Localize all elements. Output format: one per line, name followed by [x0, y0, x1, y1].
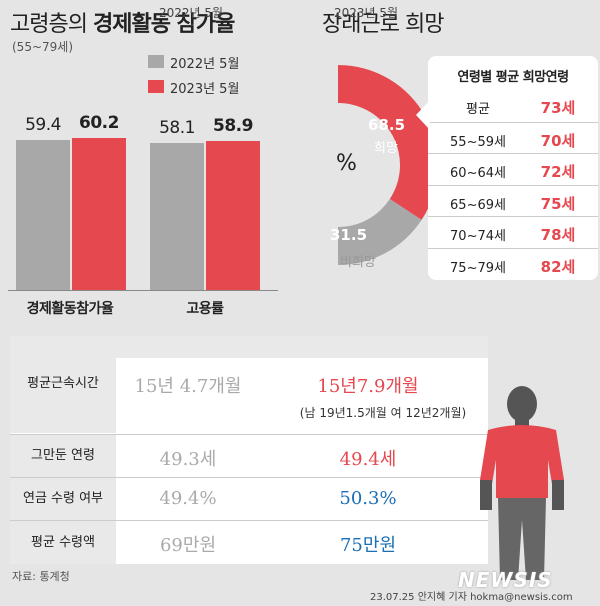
wish-row: 55~59세 70세: [428, 121, 598, 155]
wish-row: 75~79세 82세: [428, 247, 598, 281]
row-divider-3: [10, 520, 488, 521]
elderly-man-illustration: [480, 386, 564, 580]
row-label-amount: 평균 수령액: [10, 521, 116, 564]
bar-value-label: 60.2: [79, 113, 119, 133]
credit-text: 23.07.25 안지혜 기자 hokma@newsis.com: [370, 592, 573, 603]
category-label-1: 고용률: [186, 301, 224, 317]
category-label-0: 경제활동참가율: [26, 301, 114, 317]
wish-age-value: 78세: [540, 226, 576, 244]
subtitle: (55~79세): [12, 40, 73, 54]
wish-age-label: 55~59세: [450, 134, 506, 150]
bar-1-1: [206, 141, 260, 290]
title-part-a: 고령층의: [10, 12, 93, 37]
row-divider-1: [10, 434, 488, 435]
wish-age-box: 연령별 평균 희망연령 평균 73세 55~59세 70세 60~64세 72세 65~69…: [428, 56, 598, 280]
wish-age-value: 70세: [540, 131, 576, 150]
donut-chart: % 68.5 희망 31.5 비희망: [330, 65, 438, 270]
bar-baseline: [8, 290, 278, 291]
legend-label-2023: 2023년 5월: [170, 82, 240, 97]
pension-2023: 50.3%: [339, 488, 397, 509]
slice-label-nonwish: 비희망: [340, 255, 376, 270]
quit-age-2022: 49.3세: [159, 449, 217, 470]
pension-2022: 49.4%: [159, 488, 217, 509]
bar-value-label: 58.1: [159, 118, 195, 139]
donut-slice-1: [338, 199, 422, 265]
legend-swatch-2023: [148, 80, 164, 93]
tenure-2022: 15년 4.7개월: [134, 376, 242, 397]
slice-value-wish: 68.5: [368, 116, 405, 134]
bar-value-label: 59.4: [25, 115, 61, 136]
amount-2023: 75만원: [339, 535, 397, 556]
wish-age-value: 72세: [540, 163, 576, 181]
page-title: 고령층의 경제활동 참가율: [10, 6, 235, 38]
tenure-note: (남 19년1.5개월 여 12년2개월): [299, 406, 467, 420]
bar-0-0: [16, 140, 70, 290]
wish-age-value: 75세: [540, 194, 576, 213]
wish-age-label: 65~69세: [450, 197, 506, 213]
legend-label-2022: 2022년 5월: [170, 57, 240, 72]
row-label-tenure: 평균근속시간: [10, 358, 116, 433]
legend-swatch-2022: [148, 55, 164, 68]
col-header-2023: 2023년 5월: [333, 6, 399, 20]
callout-pointer: [416, 100, 430, 130]
tenure-2023: 15년7.9개월: [317, 376, 419, 397]
wish-age-label: 평균: [466, 102, 490, 117]
amount-2022: 69만원: [159, 535, 217, 556]
row-label-quit-age: 그만둔 연령: [10, 435, 116, 477]
wish-row: 65~69세 75세: [428, 184, 598, 218]
row-divider-2: [10, 477, 488, 478]
right-title: 장래근로 희망: [322, 12, 444, 37]
wish-row: 60~64세 72세: [428, 153, 598, 186]
wish-age-value: 82세: [540, 257, 576, 276]
quit-age-2023: 49.4세: [339, 449, 397, 470]
wish-age-label: 75~79세: [450, 260, 506, 276]
donut-slice-0: [338, 65, 438, 220]
bar-value-label: 58.9: [213, 116, 253, 137]
wish-age-title: 연령별 평균 희망연령: [457, 70, 569, 85]
row-label-pension: 연금 수령 여부: [10, 478, 116, 520]
wish-row: 70~74세 78세: [428, 216, 598, 249]
bar-0-1: [72, 138, 126, 290]
slice-label-wish: 희망: [374, 141, 398, 156]
col-header-2022: 2022년 5월: [158, 6, 224, 20]
slice-value-nonwish: 31.5: [330, 226, 367, 244]
donut-center-label: %: [336, 151, 357, 176]
source-text: 자료: 통계청: [12, 570, 70, 583]
wish-row: 평균 73세: [428, 90, 598, 122]
table-header-bg: [10, 336, 488, 358]
wish-age-label: 60~64세: [450, 166, 506, 181]
bar-1-0: [150, 143, 204, 290]
newsis-logo: NEWSIS: [458, 568, 553, 592]
wish-age-label: 70~74세: [450, 229, 506, 244]
wish-age-value: 73세: [540, 99, 576, 117]
title-part-b: 경제활동 참가율: [92, 12, 235, 37]
